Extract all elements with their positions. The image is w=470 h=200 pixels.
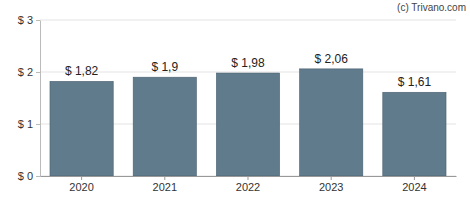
- x-tick-label: 2024: [402, 181, 426, 193]
- bar: [300, 69, 363, 176]
- plot: $ 0$ 1$ 2$ 320202021202220232024$ 1,82$ …: [18, 14, 457, 193]
- y-tick: $ 3: [18, 14, 40, 26]
- y-tick: $ 2: [18, 66, 40, 78]
- x-tick-label: 2021: [153, 181, 177, 193]
- data-label: $ 1,9: [151, 60, 178, 74]
- x-tick: 2023: [319, 176, 343, 193]
- x-tick-label: 2022: [236, 181, 260, 193]
- x-tick-label: 2023: [319, 181, 343, 193]
- data-label: $ 1,98: [231, 56, 265, 70]
- x-tick-mark: [414, 176, 415, 180]
- x-tick: 2024: [402, 176, 426, 193]
- y-tick-label: $ 0: [18, 170, 33, 182]
- bar: [216, 73, 279, 176]
- x-tick-label: 2020: [69, 181, 93, 193]
- y-tick: $ 0: [18, 170, 40, 182]
- y-tick-label: $ 2: [18, 66, 33, 78]
- grid-line: [40, 20, 456, 21]
- data-labels: $ 1,82 $ 1,9 $ 1,98 $ 2,06 $ 1,61: [65, 52, 431, 89]
- y-tick: $ 1: [18, 118, 40, 130]
- data-label: $ 1,82: [65, 64, 99, 78]
- x-tick-mark: [331, 176, 332, 180]
- x-tick-mark: [81, 176, 82, 180]
- annotation: (c) Trivano.com: [397, 2, 466, 13]
- y-axis-line: [40, 21, 41, 177]
- x-axis: 2020 2021 2022 2023 2024: [41, 176, 457, 193]
- y-tick-label: $ 1: [18, 118, 33, 130]
- y-tick-mark: [36, 20, 40, 21]
- grid: [40, 20, 456, 176]
- y-tick-mark: [36, 72, 40, 73]
- y-tick-mark: [36, 124, 40, 125]
- x-tick-mark: [248, 176, 249, 180]
- chart: $ 0$ 1$ 2$ 320202021202220232024$ 1,82$ …: [0, 0, 470, 200]
- y-tick-label: $ 3: [18, 14, 33, 26]
- y-axis: $ 0 $ 1 $ 2 $ 3: [18, 14, 41, 182]
- x-tick: 2021: [153, 176, 177, 193]
- data-label: $ 1,61: [398, 75, 432, 89]
- y-tick-mark: [36, 176, 40, 177]
- x-tick-mark: [164, 176, 165, 180]
- bar: [133, 77, 196, 176]
- x-tick: 2022: [236, 176, 260, 193]
- grid-line: [40, 72, 456, 73]
- data-label: $ 2,06: [315, 52, 349, 66]
- bars: [50, 69, 446, 176]
- bar: [383, 92, 446, 176]
- bar: [50, 81, 113, 176]
- x-tick: 2020: [69, 176, 93, 193]
